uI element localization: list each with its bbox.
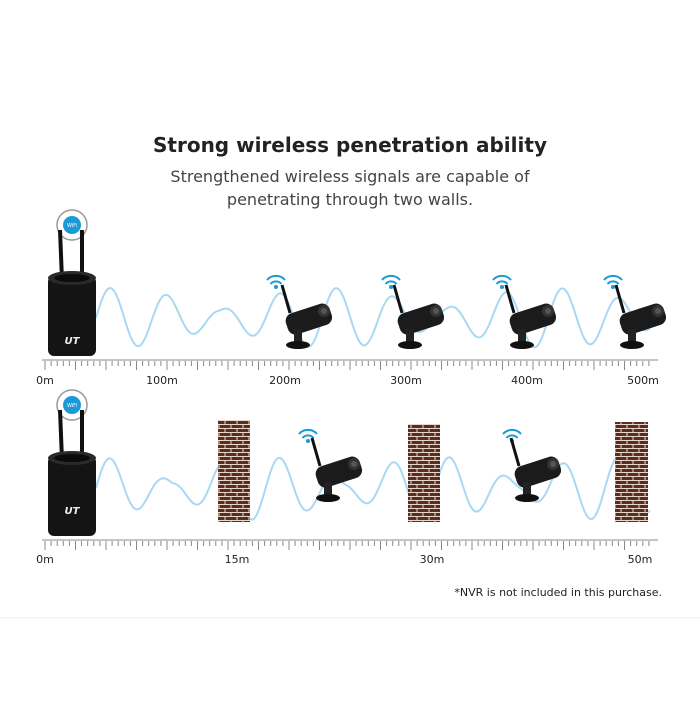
distance-label: 15m	[225, 553, 250, 566]
distance-label: 200m	[269, 374, 301, 387]
note: *NVR is not included in this purchase.	[454, 586, 662, 599]
camera	[603, 274, 670, 351]
wall	[615, 422, 648, 522]
subtitle: penetrating through two walls.	[227, 190, 473, 209]
signal-waves	[95, 286, 651, 521]
distance-label: 100m	[146, 374, 178, 387]
signal-wave	[95, 455, 651, 521]
camera	[492, 274, 560, 351]
rulers	[42, 359, 658, 550]
nvr: WiFi UT	[46, 209, 98, 358]
distance-label: 50m	[628, 553, 653, 566]
distance-label: 0m	[36, 374, 54, 387]
logo: UT	[65, 336, 81, 347]
title: Strong wireless penetration ability	[153, 133, 547, 157]
distance-label: 0m	[36, 553, 54, 566]
camera	[266, 274, 336, 351]
camera	[381, 274, 448, 351]
distance-label: 500m	[627, 374, 659, 387]
distance-label: 300m	[390, 374, 422, 387]
distance-label: 400m	[511, 374, 543, 387]
signal-wave	[95, 286, 651, 349]
wifi-badge: WiFi	[67, 403, 77, 409]
wall	[218, 420, 250, 522]
distance-label: 30m	[420, 553, 445, 566]
wifi-badge: WiFi	[67, 223, 77, 229]
nvr: WiFi UT	[46, 389, 98, 538]
logo: UT	[65, 506, 81, 517]
subtitle: Strengthened wireless signals are capabl…	[170, 167, 530, 186]
wall	[408, 424, 440, 522]
camera	[502, 428, 565, 504]
